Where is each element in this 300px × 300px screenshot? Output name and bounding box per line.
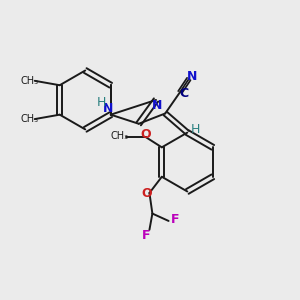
Text: CH₃: CH₃ [20, 114, 38, 124]
Text: N: N [103, 102, 114, 115]
Text: O: O [140, 128, 151, 141]
Text: H: H [97, 96, 106, 109]
Text: CH₃: CH₃ [20, 76, 38, 86]
Text: C: C [179, 87, 188, 100]
Text: O: O [142, 187, 152, 200]
Text: CH₃: CH₃ [111, 130, 129, 140]
Text: F: F [142, 229, 151, 242]
Text: F: F [171, 213, 179, 226]
Text: N: N [152, 99, 162, 112]
Text: N: N [187, 70, 197, 83]
Text: H: H [191, 123, 200, 136]
